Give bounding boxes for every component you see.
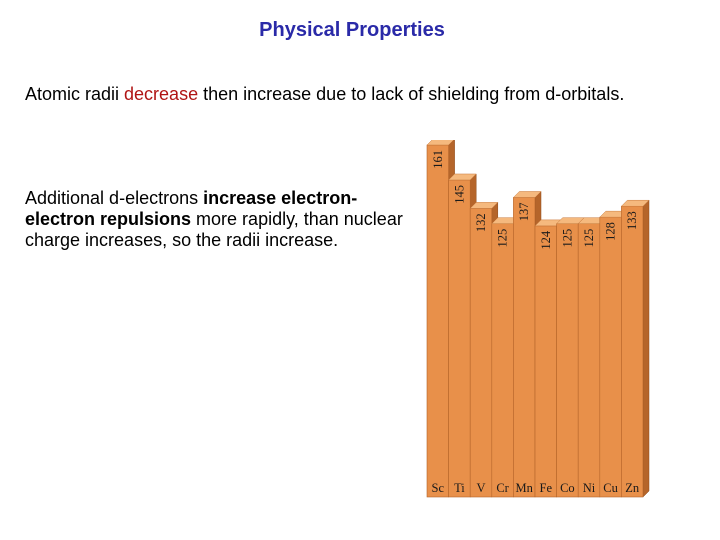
category-label-v: V	[476, 481, 485, 495]
intro-statement: Atomic radii decrease then increase due …	[25, 84, 624, 105]
category-label-ni: Ni	[583, 481, 596, 495]
bar-top	[620, 199, 650, 207]
bar-front	[534, 225, 557, 498]
bar-front	[577, 223, 601, 498]
bar-front	[599, 216, 622, 498]
category-label-mn: Mn	[516, 481, 534, 495]
value-label-co: 125	[560, 229, 574, 248]
bar-front	[469, 208, 493, 498]
category-label-co: Co	[560, 481, 575, 495]
atomic-radii-chart: 161 Sc 145 Ti 132 V 125 Cr 137 Mn 124 Fe 125 Co 125 Ni 1…	[426, 140, 650, 498]
bar-top	[469, 202, 499, 209]
value-label-cu: 128	[604, 222, 618, 241]
bar-top	[512, 191, 542, 198]
category-label-zn: Zn	[625, 481, 640, 495]
bar-top	[426, 140, 454, 146]
bar-top	[447, 173, 477, 181]
bar-front	[426, 144, 449, 498]
value-label-fe: 124	[539, 230, 553, 250]
value-label-ti: 145	[452, 185, 466, 204]
explanation-paragraph: Additional d-electrons increase electron…	[25, 188, 415, 251]
value-label-cr: 125	[496, 229, 510, 248]
value-label-ni: 125	[582, 229, 596, 248]
para-text-start: Additional d-electrons	[25, 188, 204, 208]
bar-front	[621, 205, 644, 498]
category-label-cr: Cr	[496, 481, 509, 495]
value-label-v: 132	[474, 213, 488, 232]
value-label-sc: 161	[431, 150, 445, 169]
bar-front	[448, 179, 471, 498]
bar-front	[556, 223, 579, 498]
bar-zn: 133 Zn	[620, 199, 650, 498]
category-label-ti: Ti	[454, 481, 465, 495]
highlight-decrease: decrease	[124, 84, 199, 104]
page-title: Physical Properties	[259, 19, 445, 41]
value-label-zn: 133	[625, 211, 639, 230]
value-label-mn: 137	[517, 202, 531, 221]
category-label-sc: Sc	[432, 481, 445, 495]
bar-sc: 161 Sc	[426, 140, 455, 498]
bar-front	[513, 197, 536, 498]
para-bold-text: increase electron-electron repulsions	[25, 188, 358, 229]
para-text-end: more rapidly, than nuclear charge increa…	[25, 209, 403, 250]
bar-front	[491, 223, 514, 498]
bar-side	[642, 199, 650, 498]
intro-text-start: Atomic radii	[25, 84, 125, 104]
category-label-cu: Cu	[603, 481, 618, 495]
category-label-fe: Fe	[540, 481, 553, 495]
intro-text-end: then increase due to lack of shielding f…	[198, 84, 625, 104]
